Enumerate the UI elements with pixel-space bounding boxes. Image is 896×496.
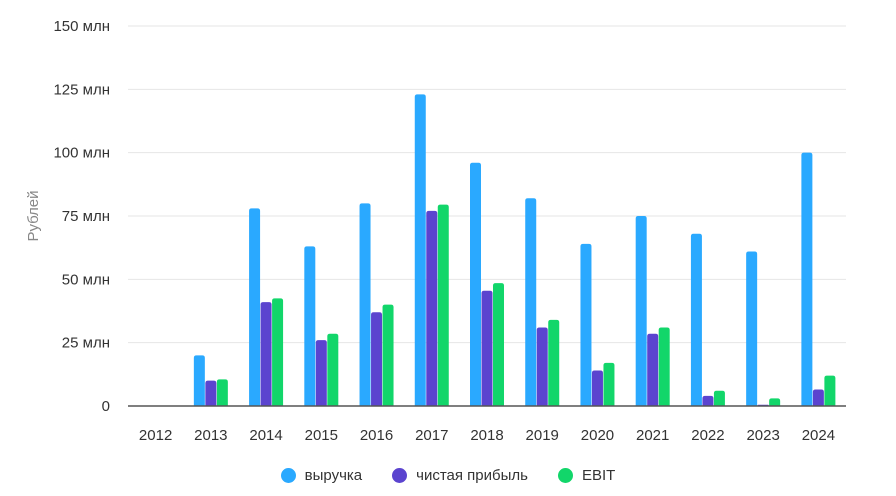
bar-net-profit-2018[interactable] <box>481 290 493 406</box>
x-tick-label: 2017 <box>415 427 448 444</box>
bar-net-profit-2014[interactable] <box>260 302 272 406</box>
x-tick-label: 2023 <box>746 427 779 444</box>
y-tick-label: 25 млн <box>62 335 110 352</box>
x-tick-label: 2021 <box>636 427 669 444</box>
gridlines <box>128 25 846 344</box>
legend-item-ebit[interactable]: EBIT <box>557 466 616 484</box>
y-tick-label: 75 млн <box>62 208 110 225</box>
bar-net-profit-2019[interactable] <box>536 327 548 406</box>
legend-label-net-profit: чистая прибыль <box>416 466 528 484</box>
bar-net-profit-2013[interactable] <box>205 380 217 406</box>
bar-revenue-2013[interactable] <box>193 355 205 406</box>
bar-ebit-2017[interactable] <box>437 204 449 406</box>
x-tick-label: 2022 <box>691 427 724 444</box>
legend: выручка чистая прибыль EBIT <box>0 462 896 488</box>
bar-net-profit-2024[interactable] <box>812 389 824 406</box>
bar-ebit-2021[interactable] <box>658 327 670 406</box>
legend-item-revenue[interactable]: выручка <box>280 466 363 484</box>
bar-ebit-2020[interactable] <box>603 362 615 406</box>
bar-revenue-2015[interactable] <box>304 246 316 406</box>
bar-revenue-2020[interactable] <box>580 243 592 406</box>
y-tick-label: 50 млн <box>62 271 110 288</box>
y-tick-label: 125 млн <box>53 81 110 98</box>
legend-marker-ebit <box>557 467 573 483</box>
bar-ebit-2015[interactable] <box>327 333 339 406</box>
bar-ebit-2016[interactable] <box>382 304 394 406</box>
bar-net-profit-2021[interactable] <box>647 333 659 406</box>
bar-revenue-2024[interactable] <box>801 152 813 406</box>
bar-revenue-2023[interactable] <box>746 251 758 406</box>
bar-ebit-2022[interactable] <box>713 390 725 406</box>
x-tick-label: 2012 <box>139 427 172 444</box>
axes: 0 25 млн 50 млн 75 млн 100 млн 125 млн 150 млн… <box>53 18 846 444</box>
bars <box>193 94 836 407</box>
bar-revenue-2016[interactable] <box>359 203 371 406</box>
x-tick-label: 2018 <box>470 427 503 444</box>
bar-ebit-2014[interactable] <box>272 298 284 406</box>
y-tick-label: 150 млн <box>53 18 110 35</box>
bar-ebit-2018[interactable] <box>493 283 504 406</box>
bar-revenue-2018[interactable] <box>470 162 481 406</box>
bar-revenue-2014[interactable] <box>249 208 261 406</box>
bar-ebit-2019[interactable] <box>548 319 560 406</box>
bar-net-profit-2022[interactable] <box>702 395 714 406</box>
bar-ebit-2024[interactable] <box>824 375 836 406</box>
x-tick-label: 2015 <box>305 427 338 444</box>
bar-net-profit-2017[interactable] <box>426 210 438 406</box>
bar-net-profit-2015[interactable] <box>315 340 327 406</box>
y-tick-label: 0 <box>102 398 110 415</box>
legend-item-net-profit[interactable]: чистая прибыль <box>392 467 528 484</box>
bar-ebit-2013[interactable] <box>216 379 228 406</box>
x-tick-label: 2019 <box>526 427 559 444</box>
x-tick-label: 2020 <box>581 427 614 444</box>
bar-revenue-2021[interactable] <box>635 216 647 406</box>
bar-net-profit-2016[interactable] <box>371 312 383 406</box>
x-tick-label: 2013 <box>194 427 227 444</box>
bar-ebit-2023[interactable] <box>769 398 781 406</box>
bar-revenue-2019[interactable] <box>525 198 537 406</box>
legend-label-ebit: EBIT <box>581 466 616 484</box>
bar-revenue-2022[interactable] <box>690 233 702 406</box>
x-tick-label: 2016 <box>360 427 393 444</box>
legend-label-revenue: выручка <box>304 466 363 484</box>
y-tick-label: 100 млн <box>53 145 110 162</box>
x-tick-label: 2014 <box>249 427 282 444</box>
bar-net-profit-2020[interactable] <box>591 370 603 406</box>
legend-marker-revenue <box>280 467 296 483</box>
bar-revenue-2017[interactable] <box>414 94 426 407</box>
x-tick-label: 2024 <box>802 427 835 444</box>
legend-marker-net-profit <box>392 467 408 483</box>
y-axis-label: Рублей <box>25 190 42 241</box>
